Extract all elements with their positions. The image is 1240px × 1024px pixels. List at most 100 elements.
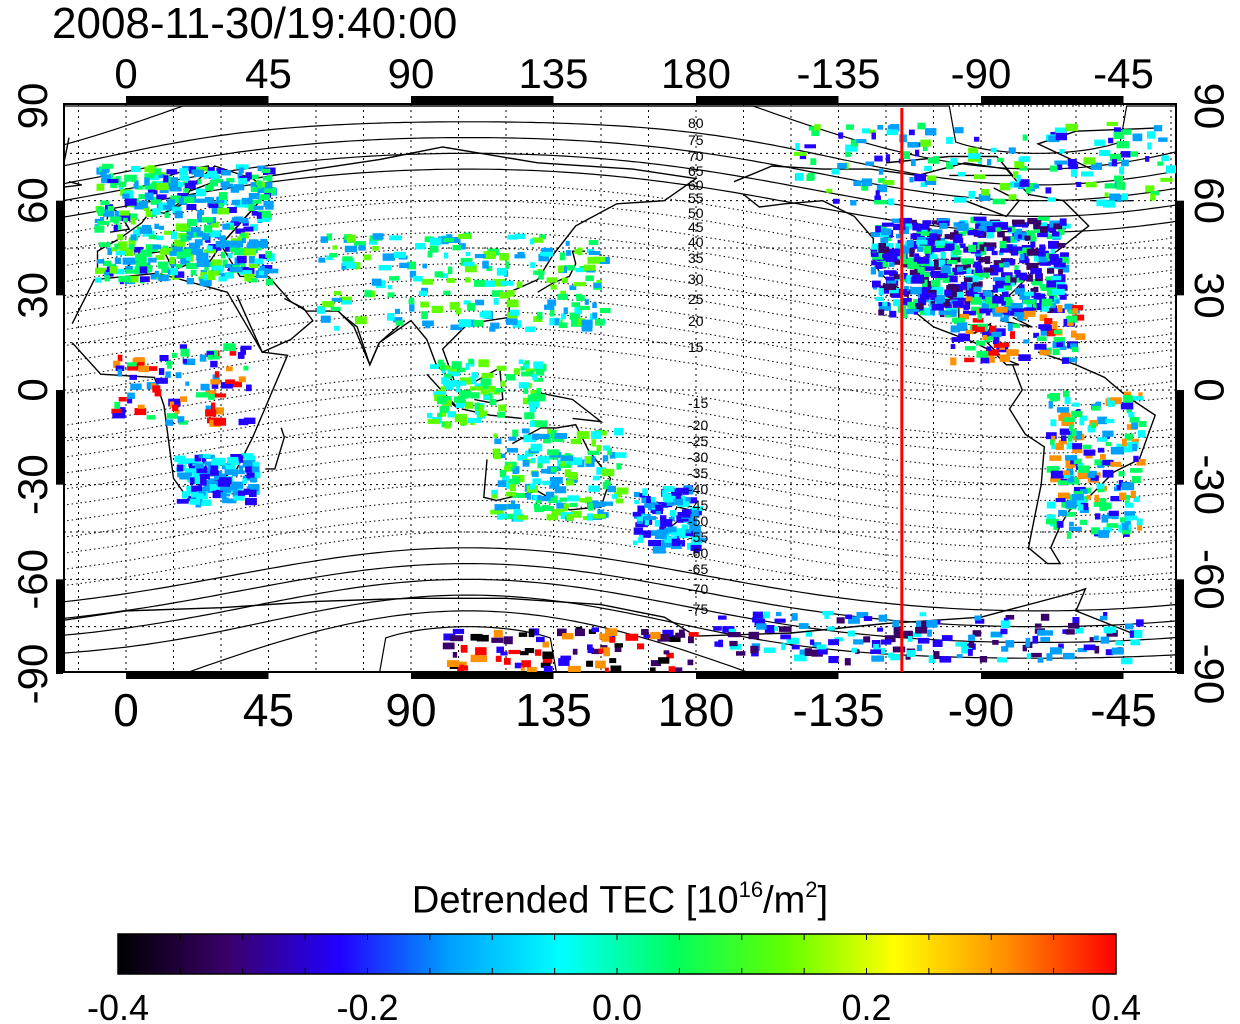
tec-sample [990, 268, 999, 276]
tec-sample [1098, 530, 1109, 538]
tec-sample [576, 431, 590, 439]
tec-sample [526, 667, 537, 672]
tec-sample [533, 270, 545, 275]
tec-sample [198, 454, 203, 459]
tec-sample [464, 277, 471, 283]
tec-sample [174, 409, 180, 414]
tec-sample [890, 249, 898, 257]
tec-sample [517, 454, 528, 461]
tec-sample [239, 233, 246, 238]
tec-sample [492, 448, 501, 456]
tec-sample [543, 437, 551, 444]
tec-sample [607, 485, 616, 493]
tec-sample [1037, 255, 1048, 263]
tec-sample [1012, 275, 1024, 283]
tec-sample [1099, 149, 1111, 157]
tec-sample [468, 417, 481, 423]
tec-sample [1074, 486, 1086, 494]
mlat-contour [64, 389, 1176, 454]
tec-sample [1001, 298, 1007, 306]
tec-sample [648, 540, 661, 547]
tec-sample [532, 433, 540, 440]
tec-sample [997, 157, 1004, 162]
tec-sample [556, 502, 567, 509]
tec-sample [537, 456, 550, 464]
coastline [340, 313, 406, 367]
tec-sample [1090, 162, 1103, 170]
tec-sample [677, 512, 691, 518]
tec-sample [605, 628, 618, 636]
tec-sample [1030, 288, 1036, 293]
axis-bar-left [56, 390, 63, 485]
tec-sample [1099, 498, 1107, 503]
tec-sample [632, 540, 638, 546]
tec-sample [1037, 216, 1050, 222]
mlat-contour [64, 279, 1176, 344]
tec-sample [159, 187, 169, 194]
tec-sample [265, 205, 274, 210]
tec-sample [1003, 314, 1009, 323]
tec-sample [756, 623, 767, 630]
tec-sample [506, 483, 514, 489]
tec-sample [247, 278, 258, 283]
tec-sample [1051, 275, 1061, 281]
tec-sample [1065, 455, 1078, 461]
tec-sample [201, 217, 214, 223]
tec-sample [547, 428, 552, 434]
tec-sample [203, 453, 211, 459]
tec-sample [96, 259, 105, 264]
tec-sample [878, 168, 884, 175]
tec-sample [158, 174, 165, 179]
tec-sample [1048, 401, 1053, 409]
tec-sample [650, 631, 661, 640]
tec-sample [1020, 156, 1031, 162]
tec-sample [115, 365, 125, 371]
tec-sample [1059, 264, 1070, 273]
tec-sample [1026, 262, 1039, 270]
tec-sample [223, 343, 236, 351]
tec-sample [126, 275, 139, 283]
tec-sample [222, 259, 228, 267]
lat-tick-label: -60 [1186, 549, 1233, 610]
tec-sample [95, 277, 102, 283]
tec-sample [1076, 181, 1082, 187]
axis-bar-bottom [126, 672, 269, 679]
tec-sample [1050, 470, 1064, 479]
tec-sample [240, 347, 246, 355]
tec-sample [102, 260, 112, 266]
tec-sample [671, 538, 681, 547]
lat-tick-label: -60 [9, 549, 56, 610]
contour-label: -60 [688, 545, 708, 561]
tec-sample [329, 252, 338, 258]
tec-sample [1090, 422, 1097, 428]
contour-label: 75 [688, 132, 704, 148]
tec-sample [248, 203, 255, 211]
axis-bar-top [696, 96, 839, 103]
coastline [236, 295, 314, 354]
tec-sample [1082, 444, 1092, 449]
tec-sample [450, 324, 463, 331]
tec-sample [976, 351, 989, 358]
tec-sample [848, 616, 860, 624]
tec-sample [870, 649, 881, 654]
tec-sample [1005, 615, 1015, 620]
tec-sample [878, 243, 886, 250]
tec-sample [1132, 396, 1144, 401]
tec-sample [1070, 458, 1077, 465]
tec-sample [1041, 298, 1053, 307]
tec-sample [763, 611, 770, 619]
tec-sample [344, 245, 357, 253]
tec-sample [853, 180, 862, 186]
tec-sample [101, 163, 114, 169]
tec-sample [240, 345, 252, 350]
tec-sample [1024, 235, 1031, 241]
lat-tick-label: -90 [9, 644, 56, 705]
tec-sample [980, 221, 993, 226]
tec-sample [1097, 437, 1108, 442]
tec-sample [166, 419, 174, 426]
tec-sample [1017, 313, 1023, 320]
tec-sample [727, 632, 741, 638]
tec-sample [1004, 304, 1016, 311]
tec-sample [968, 288, 974, 295]
tec-sample [235, 164, 249, 170]
